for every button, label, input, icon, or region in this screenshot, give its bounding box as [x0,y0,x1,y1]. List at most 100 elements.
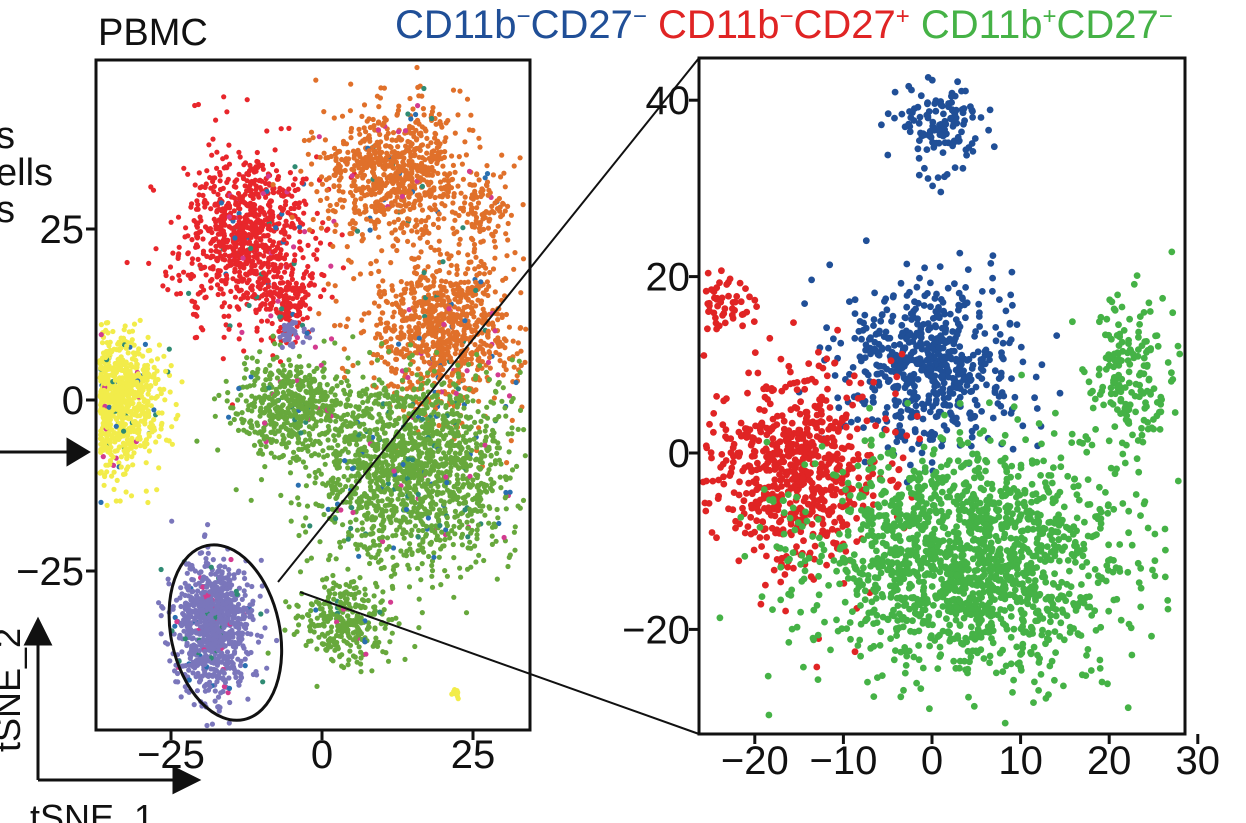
data-point-cluster-6 [441,414,447,420]
data-point-cluster-0 [197,185,203,191]
data-point-cluster-5 [169,441,175,447]
data-point-cluster-2 [443,120,449,126]
data-point-cluster-3 [398,308,404,314]
data-point-cluster-1 [280,280,286,286]
data-point-cluster-6 [371,382,377,388]
data-point-cluster-5 [141,365,147,371]
data-point-cluster-2 [452,130,458,136]
data-point-cluster-3 [471,241,478,248]
data-point-cluster-3 [428,322,434,328]
data-point-cluster-6 [416,396,422,402]
data-point-cluster-0 [328,263,334,269]
data-point-cluster-5 [154,393,160,400]
data-point-cluster-6 [436,447,442,453]
data-point-cluster-5 [125,432,131,439]
legend-item-2-mid: CD27 [1056,3,1158,47]
data-point-cluster-5 [129,378,135,385]
data-point-cluster-6 [465,444,471,450]
data-point-cluster-6 [423,531,429,538]
data-point-cluster-0 [226,313,232,319]
data-point-cluster-2 [418,142,424,148]
data-point-cluster-6 [444,469,450,475]
data-point-cluster-6 [489,541,495,548]
data-point-cluster-3 [463,335,470,342]
data-point-cluster-1 [307,282,313,288]
data-point-cluster-6 [319,503,325,509]
data-point-cluster-3 [415,366,421,372]
data-point-cluster-4 [450,225,456,231]
data-point-cluster-4 [485,225,491,231]
data-point-cluster-5 [123,345,129,351]
data-point-cluster-6 [503,474,509,480]
data-point-cluster-0 [261,233,267,239]
data-point-cluster-6 [418,577,424,583]
data-point-cluster-3 [501,336,507,342]
data-point-cluster-0 [209,152,215,158]
data-point-cluster-3 [404,281,410,287]
data-point-cluster-6 [337,539,343,545]
data-point-cluster-5 [129,390,135,396]
data-point-cluster-0 [241,292,247,298]
data-point-cluster-5 [143,437,149,443]
data-point-cluster-3 [469,327,475,333]
data-point-cluster-6 [419,513,425,519]
data-point-cluster-6 [367,545,373,551]
data-point-cluster-3 [409,370,415,377]
data-point-cluster-3 [505,237,511,243]
data-point-cluster-2 [390,130,397,136]
data-point-cluster-3 [430,221,437,227]
data-point-cluster-2 [336,183,342,189]
data-point-cluster-3 [497,352,503,358]
data-point-cluster-6 [474,351,480,358]
data-point-cluster-6 [436,537,442,543]
data-point-cluster-5 [156,342,162,348]
data-point-cluster-0 [236,306,242,312]
data-point-cluster-1 [285,316,291,322]
data-point-cluster-0 [208,285,214,291]
data-point-cluster-6 [337,482,343,488]
data-point-cluster-1 [266,269,272,275]
data-point-cluster-5 [98,499,104,505]
data-point-cluster-2 [374,93,380,99]
data-point-cluster-0 [242,183,248,189]
data-point-cluster-3 [444,251,450,257]
data-point-cluster-2 [356,187,362,193]
data-point-cluster-2 [456,154,462,160]
data-point-cluster-6 [399,377,405,383]
data-point-cluster-0 [295,186,301,192]
data-point-cluster-6 [456,374,462,380]
data-point-cluster-2 [348,125,355,132]
data-point-cluster-6 [505,563,511,570]
data-point-cluster-0 [305,263,311,270]
data-point-cluster-0 [320,220,326,226]
data-point-cluster-2 [357,131,363,137]
data-point-cluster-6 [401,450,407,456]
data-point-cluster-6 [478,489,484,495]
data-point-cluster-6 [489,533,495,539]
data-point-cluster-0 [148,184,154,190]
data-point-cluster-6 [324,382,330,388]
data-point-cluster-3 [515,340,521,346]
data-point-cluster-5 [128,339,134,345]
data-point-cluster-2 [351,178,357,184]
data-point-cluster-6 [415,480,422,486]
data-point-cluster-3 [438,356,444,362]
data-point-cluster-2 [324,187,330,193]
data-point-cluster-0 [254,271,260,277]
data-point-cluster-6 [451,594,457,600]
data-point-cluster-5 [124,367,130,373]
data-point-cluster-0 [217,172,223,178]
data-point-cluster-6 [459,542,465,548]
data-point-cluster-6 [400,443,406,449]
data-point-cluster-5 [156,465,162,471]
data-point-cluster-6 [452,508,458,514]
data-point-cluster-6 [364,500,370,506]
data-point-cluster-6 [362,427,368,433]
data-point-cluster-6 [473,559,479,565]
data-point-cluster-6 [415,491,421,497]
data-point-cluster-6 [425,370,431,376]
data-point-cluster-0 [229,194,235,200]
data-point-cluster-5 [154,487,160,493]
data-point-cluster-0 [195,291,201,297]
data-point-cluster-6 [487,505,493,511]
